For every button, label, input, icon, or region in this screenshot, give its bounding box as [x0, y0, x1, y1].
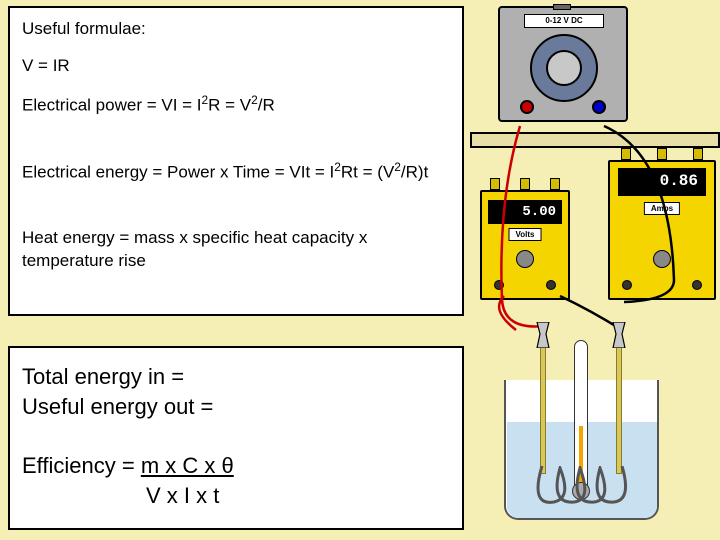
- heating-coil-icon: [530, 466, 634, 506]
- heater-rod-left: [540, 330, 546, 474]
- wires: [470, 0, 720, 540]
- crocodile-clip-right-icon: [609, 322, 629, 348]
- power-formula: Electrical power = VI = I2R = V2/R: [22, 92, 450, 118]
- energy-box: Total energy in = Useful energy out = Ef…: [8, 346, 464, 530]
- crocodile-clip-left-icon: [533, 322, 553, 348]
- useful-energy-out: Useful energy out =: [22, 392, 450, 422]
- heat-formula: Heat energy = mass x specific heat capac…: [22, 227, 450, 273]
- apparatus-diagram: 0-12 V DC 0.86 Amps 5.00 Volts: [470, 0, 720, 540]
- formulae-box: Useful formulae: V = IR Electrical power…: [8, 6, 464, 316]
- efficiency-formula: Efficiency = m x C x θ V x I x t: [22, 451, 450, 510]
- ohms-law: V = IR: [22, 55, 450, 78]
- formulae-heading: Useful formulae:: [22, 18, 450, 41]
- total-energy-in: Total energy in =: [22, 362, 450, 392]
- energy-formula: Electrical energy = Power x Time = VIt =…: [22, 159, 450, 185]
- heater-rod-right: [616, 330, 622, 474]
